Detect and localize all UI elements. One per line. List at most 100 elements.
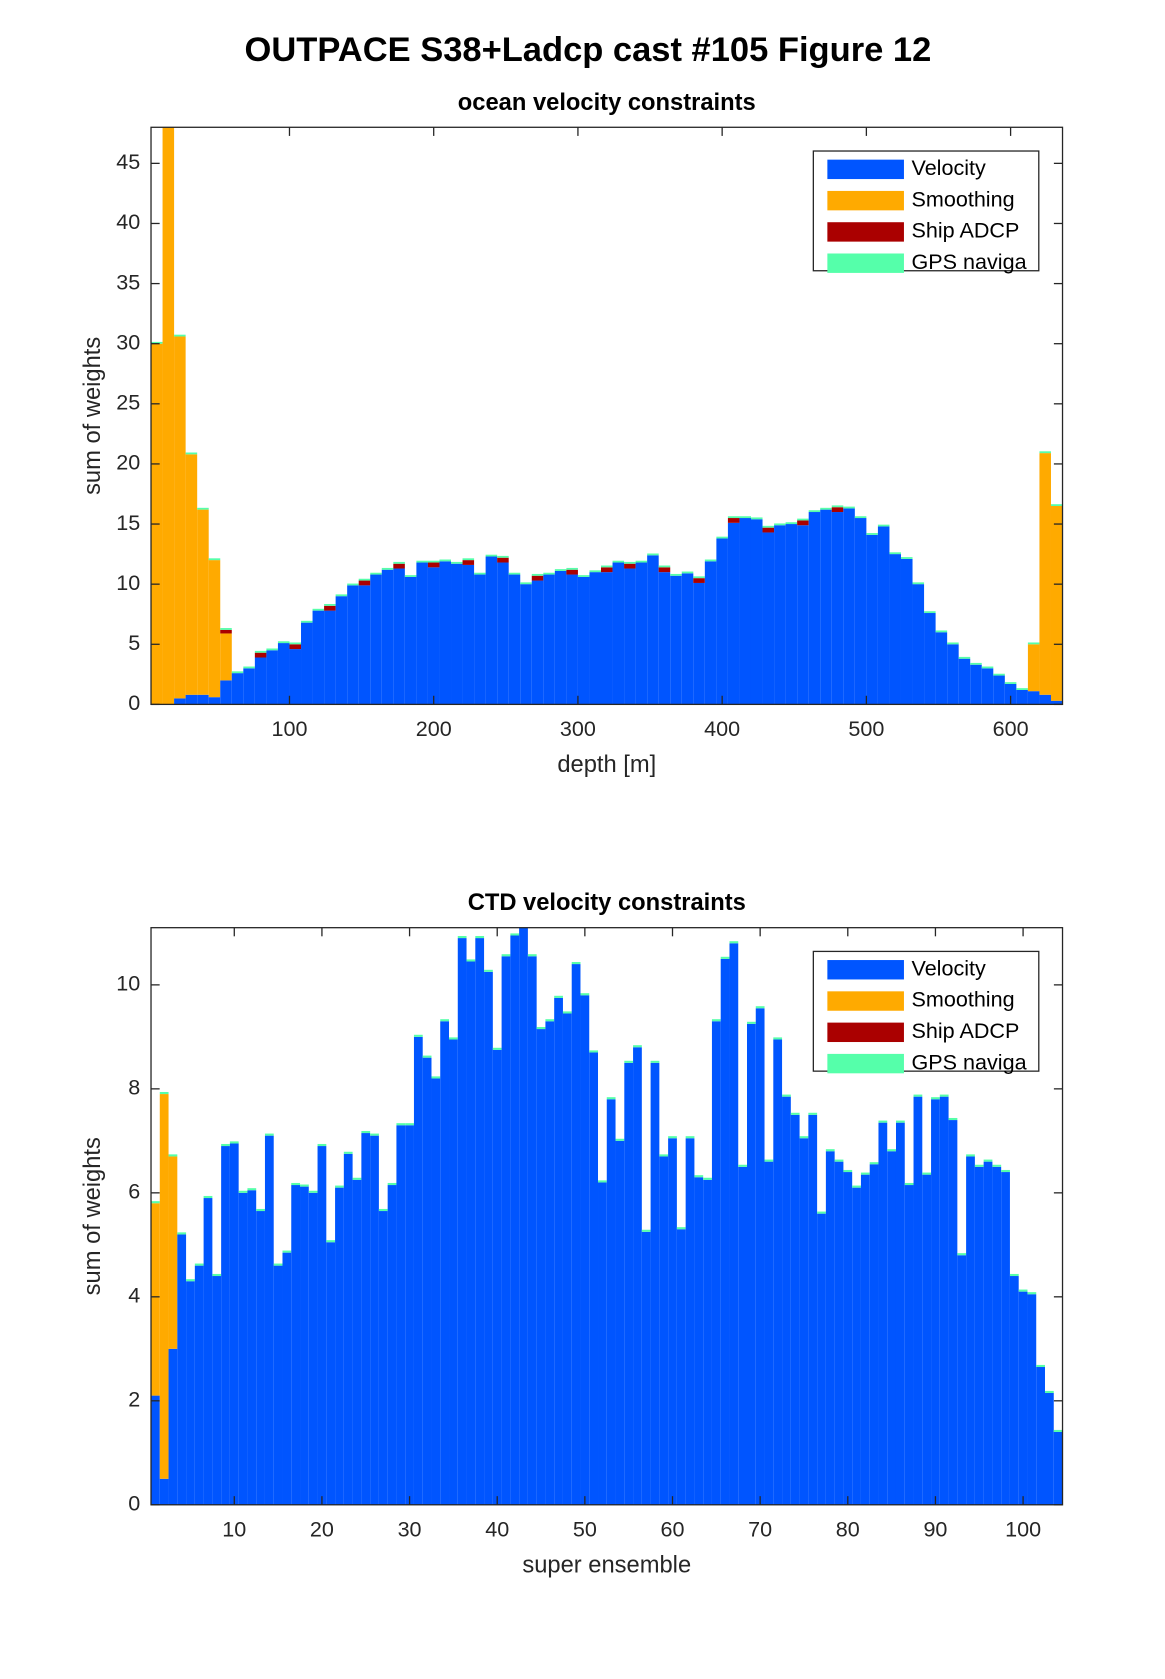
y-axis-label: sum of weights [80, 337, 106, 495]
bar-segment [820, 507, 832, 510]
bar-segment [1050, 504, 1063, 507]
legend-label: Velocity [912, 955, 987, 980]
bar-segment [501, 956, 511, 1505]
bar-segment [221, 1146, 230, 1505]
bar-segment [440, 1019, 450, 1022]
bar-segment [194, 1263, 204, 1266]
bar-segment [983, 1161, 993, 1505]
bar-segment [685, 1136, 695, 1139]
bar-segment [266, 648, 278, 651]
bar-segment [606, 1097, 616, 1100]
y-tick-label: 20 [116, 450, 140, 475]
bar-segment [326, 1240, 336, 1243]
bar-segment [462, 558, 475, 561]
y-tick-label: 40 [116, 209, 140, 234]
bar-segment [256, 1211, 265, 1505]
bar-segment [834, 1159, 844, 1162]
axes-title: ocean velocity constraints [458, 90, 756, 116]
bar-segment [221, 1143, 230, 1147]
y-tick-label: 45 [116, 149, 140, 174]
bar-segment [659, 1154, 669, 1157]
bar-segment [834, 1161, 844, 1505]
bar-segment [704, 559, 717, 562]
bar-segment [633, 1047, 642, 1505]
bar-segment [361, 1130, 371, 1134]
bar-segment [151, 341, 163, 344]
bar-segment [577, 575, 590, 577]
bar-segment [747, 1021, 756, 1024]
bar-segment [256, 1208, 265, 1212]
bar-segment [174, 334, 186, 337]
bar-segment [273, 1265, 283, 1505]
x-tick-label: 10 [222, 1516, 246, 1541]
bar-segment [966, 1154, 975, 1157]
bar-segment [566, 569, 578, 575]
bar-segment [405, 1123, 414, 1126]
bar-segment [843, 1169, 853, 1173]
bar-segment [396, 1123, 406, 1126]
bar-segment [566, 574, 578, 705]
bar-segment [508, 572, 521, 575]
bar-segment [641, 1231, 651, 1505]
x-tick-label: 90 [923, 1516, 947, 1541]
bar-segment [843, 1172, 853, 1505]
bar-segment [335, 596, 348, 705]
bar-segment [913, 1094, 923, 1097]
bar-segment [825, 1149, 835, 1152]
bar-segment [162, 127, 175, 705]
bar-segment [301, 620, 313, 623]
bar-segment [413, 1034, 423, 1037]
bar-segment [440, 1021, 450, 1505]
bar-segment [878, 1120, 888, 1123]
bar-segment [427, 560, 440, 563]
bar-segment [762, 527, 775, 533]
bar-segment [993, 673, 1005, 676]
y-tick-label: 5 [128, 630, 140, 655]
bar-segment [264, 1135, 274, 1505]
bar-segment [254, 657, 267, 705]
bar-segment [431, 1078, 441, 1505]
bar-segment [247, 1190, 257, 1505]
bar-segment [774, 525, 786, 705]
legend-swatch [827, 222, 904, 242]
bar-segment [854, 518, 867, 705]
bar-segment [229, 1143, 239, 1505]
y-tick-label: 0 [128, 690, 140, 715]
bar-segment [387, 1185, 397, 1505]
bar-segment [668, 1138, 677, 1505]
bar-segment [820, 509, 832, 705]
y-tick-label: 6 [128, 1179, 140, 1204]
bar-segment [168, 1348, 178, 1505]
bar-segment [519, 927, 528, 1505]
bar-segment [466, 961, 476, 1505]
bar-segment [416, 562, 428, 705]
bar-segment [243, 666, 255, 669]
bar-segment [935, 630, 948, 633]
bar-segment [1027, 644, 1040, 692]
bar-segment [1027, 1292, 1037, 1295]
bar-segment [347, 585, 359, 705]
bar-segment [659, 1156, 669, 1505]
bar-segment [974, 1166, 984, 1505]
bar-segment [231, 673, 244, 705]
x-axis-label: depth [m] [557, 752, 656, 778]
bar-segment [545, 1021, 555, 1505]
bar-segment [808, 1112, 818, 1115]
bar-segment [1044, 1390, 1054, 1394]
bar-segment [931, 1099, 940, 1505]
bar-segment [601, 567, 613, 573]
legend-swatch [827, 960, 904, 980]
y-tick-label: 30 [116, 329, 140, 354]
legend-label: GPS naviga [912, 1049, 1027, 1074]
bar-segment [352, 1177, 362, 1180]
bar-segment [485, 554, 498, 557]
bar-segment [289, 644, 302, 650]
bar-segment [545, 1019, 555, 1022]
bar-segment [531, 580, 544, 705]
bar-segment [416, 560, 428, 563]
bar-segment [266, 650, 278, 705]
bar-segment [1018, 1289, 1028, 1292]
bar-segment [510, 933, 520, 936]
bar-segment [958, 656, 971, 659]
